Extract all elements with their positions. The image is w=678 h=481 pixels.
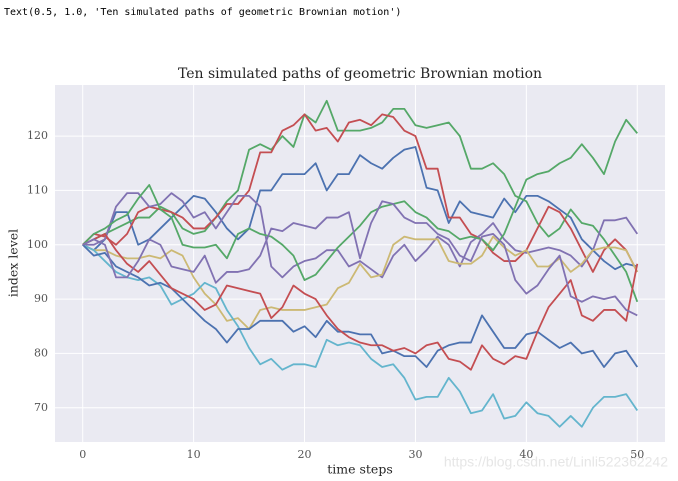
- output-text: Text(0.5, 1.0, 'Ten simulated paths of g…: [4, 7, 401, 18]
- watermark: https://blog.csdn.net/Linli522362242: [444, 454, 668, 470]
- x-tick-label: 10: [187, 448, 201, 461]
- y-tick-label: 100: [27, 238, 48, 251]
- x-tick-label: 40: [519, 448, 533, 461]
- x-tick-label: 20: [298, 448, 312, 461]
- y-tick-label: 70: [34, 401, 48, 414]
- series-line: [82, 118, 638, 281]
- chart-title: Ten simulated paths of geometric Brownia…: [178, 66, 542, 82]
- y-tick-label: 120: [27, 129, 48, 142]
- series-line: [82, 235, 639, 330]
- series-line: [82, 244, 639, 368]
- series-line: [82, 232, 639, 371]
- series-line: [82, 113, 639, 273]
- x-tick-label: 50: [630, 448, 644, 461]
- y-tick-label: 110: [27, 183, 48, 196]
- grid: [55, 85, 665, 442]
- series-line: [82, 99, 639, 303]
- x-tick-label: 30: [408, 448, 422, 461]
- series-line: [82, 192, 639, 279]
- series-line: [82, 200, 638, 317]
- x-axis-label: time steps: [327, 462, 393, 477]
- y-tick-label: 90: [34, 292, 48, 305]
- y-tick-label: 80: [34, 346, 48, 359]
- series-line: [82, 243, 639, 428]
- x-tick-label: 0: [79, 448, 86, 461]
- y-axis-label: index level: [6, 229, 21, 297]
- lines: [82, 99, 639, 428]
